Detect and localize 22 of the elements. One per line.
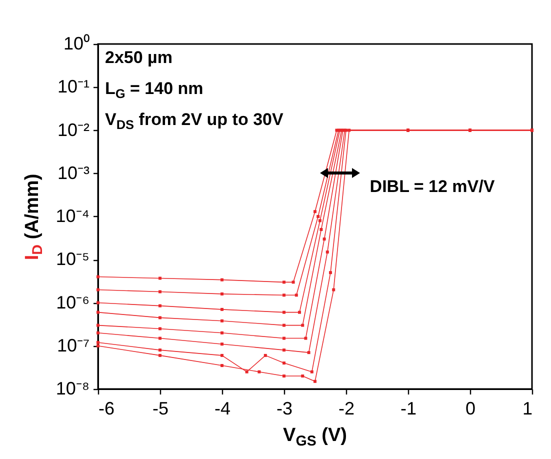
y-tick-label: 10⁻⁷: [56, 335, 90, 356]
y-tick-label: 10⁻¹: [57, 76, 90, 97]
annotation: V$_{DS}$ from 2V up to 30V: [105, 110, 284, 132]
x-tick-label: 0: [465, 398, 476, 418]
annotation: DIBL = 12 mV/V: [370, 177, 495, 198]
x-tick-label: 1: [522, 398, 532, 418]
x-axis-title: V$_{GS}$ (V): [283, 425, 347, 450]
y-tick-label: 10⁻⁶: [56, 292, 90, 312]
x-tick-label: -2: [338, 398, 355, 418]
annotation: L$_{G}$ = 140 nm: [105, 79, 204, 101]
annotation: 2x50 µm: [105, 48, 172, 68]
x-tick-label: -1: [400, 398, 417, 418]
x-tick-label: -5: [152, 398, 169, 418]
x-tick-label: -6: [98, 398, 115, 418]
y-tick-label: 10⁻²: [57, 120, 90, 140]
y-tick-label: 10⁻⁴: [56, 206, 90, 226]
x-tick-label: -3: [276, 398, 293, 418]
y-tick-label: 10⁰: [63, 34, 90, 54]
y-tick-label: 10⁻³: [57, 162, 90, 183]
y-tick-label: 10⁻⁵: [56, 249, 90, 270]
x-tick-label: -4: [214, 398, 231, 418]
y-tick-label: 10⁻⁸: [56, 378, 90, 398]
